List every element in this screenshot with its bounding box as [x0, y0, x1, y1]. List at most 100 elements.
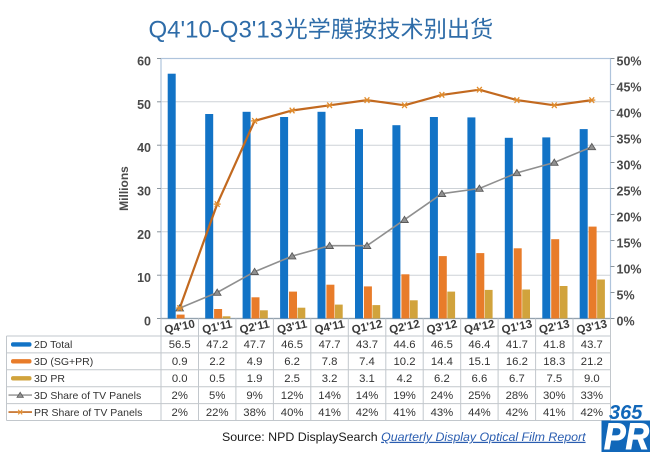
svg-text:0.0: 0.0 — [172, 373, 188, 385]
svg-text:15.1: 15.1 — [468, 356, 490, 368]
svg-text:15%: 15% — [617, 237, 642, 251]
svg-text:47.7: 47.7 — [319, 339, 341, 351]
svg-text:5%: 5% — [617, 289, 635, 303]
svg-text:0.9: 0.9 — [172, 356, 188, 368]
svg-text:PR: PR — [604, 416, 649, 452]
svg-text:50%: 50% — [617, 55, 642, 69]
svg-text:28%: 28% — [506, 390, 529, 402]
svg-text:43.7: 43.7 — [581, 339, 603, 351]
svg-text:41%: 41% — [318, 407, 341, 419]
svg-text:Q2'12: Q2'12 — [388, 318, 421, 336]
svg-text:5%: 5% — [209, 390, 225, 402]
svg-text:46.5: 46.5 — [431, 339, 453, 351]
svg-text:14%: 14% — [356, 390, 379, 402]
svg-text:10: 10 — [137, 271, 151, 285]
svg-text:47.2: 47.2 — [206, 339, 228, 351]
svg-text:44.6: 44.6 — [394, 339, 416, 351]
svg-text:1.9: 1.9 — [247, 373, 263, 385]
svg-text:41%: 41% — [543, 407, 566, 419]
svg-text:2.5: 2.5 — [284, 373, 300, 385]
svg-text:22%: 22% — [206, 407, 229, 419]
svg-text:60: 60 — [137, 55, 151, 69]
svg-text:3D PR: 3D PR — [34, 373, 65, 385]
svg-text:Q4'11: Q4'11 — [314, 318, 347, 336]
svg-text:40: 40 — [137, 141, 151, 155]
svg-text:Millions: Millions — [117, 166, 131, 211]
svg-text:3D Share of TV Panels: 3D Share of TV Panels — [34, 390, 141, 402]
svg-text:35%: 35% — [617, 133, 642, 147]
svg-text:10%: 10% — [617, 263, 642, 277]
svg-text:41%: 41% — [393, 407, 416, 419]
svg-text:365: 365 — [609, 402, 643, 424]
svg-text:14%: 14% — [318, 390, 341, 402]
svg-text:3D (SG+PR): 3D (SG+PR) — [34, 356, 93, 368]
svg-text:43.7: 43.7 — [356, 339, 378, 351]
svg-text:42%: 42% — [506, 407, 529, 419]
svg-text:16.2: 16.2 — [506, 356, 528, 368]
svg-text:42%: 42% — [356, 407, 379, 419]
svg-text:38%: 38% — [243, 407, 266, 419]
svg-text:7.8: 7.8 — [322, 356, 338, 368]
svg-text:10.2: 10.2 — [394, 356, 416, 368]
svg-text:9%: 9% — [246, 390, 262, 402]
svg-text:0.5: 0.5 — [209, 373, 225, 385]
svg-text:2D Total: 2D Total — [34, 339, 72, 351]
svg-text:45%: 45% — [617, 81, 642, 95]
svg-text:6.6: 6.6 — [472, 373, 488, 385]
svg-text:46.4: 46.4 — [468, 339, 490, 351]
svg-text:56.5: 56.5 — [169, 339, 191, 351]
svg-text:24%: 24% — [431, 390, 454, 402]
svg-text:3.2: 3.2 — [322, 373, 338, 385]
svg-text:6.2: 6.2 — [284, 356, 300, 368]
svg-text:6.7: 6.7 — [509, 373, 525, 385]
svg-text:46.5: 46.5 — [281, 339, 303, 351]
svg-text:20%: 20% — [617, 211, 642, 225]
svg-text:Q1'11: Q1'11 — [201, 318, 234, 336]
svg-text:Q3'13: Q3'13 — [576, 318, 609, 336]
svg-text:30%: 30% — [617, 159, 642, 173]
svg-text:4.9: 4.9 — [247, 356, 263, 368]
svg-text:14.4: 14.4 — [431, 356, 453, 368]
svg-text:Q1'13: Q1'13 — [501, 318, 534, 336]
svg-text:Q2'11: Q2'11 — [239, 318, 272, 336]
svg-text:9.0: 9.0 — [584, 373, 600, 385]
svg-text:50: 50 — [137, 98, 151, 112]
svg-text:Q4'12: Q4'12 — [463, 318, 496, 336]
svg-text:Q3'12: Q3'12 — [426, 318, 459, 336]
svg-text:4.2: 4.2 — [397, 373, 413, 385]
svg-text:43%: 43% — [431, 407, 454, 419]
svg-text:12%: 12% — [281, 390, 304, 402]
svg-text:0%: 0% — [617, 315, 635, 329]
svg-text:7.4: 7.4 — [359, 356, 375, 368]
svg-text:6.2: 6.2 — [434, 373, 450, 385]
svg-text:21.2: 21.2 — [581, 356, 603, 368]
svg-text:25%: 25% — [617, 185, 642, 199]
svg-text:47.7: 47.7 — [244, 339, 266, 351]
svg-text:40%: 40% — [617, 107, 642, 121]
svg-text:2%: 2% — [172, 390, 188, 402]
svg-text:Q4'10: Q4'10 — [163, 318, 196, 336]
svg-text:19%: 19% — [393, 390, 416, 402]
svg-text:30: 30 — [137, 185, 151, 199]
svg-text:Q1'12: Q1'12 — [351, 318, 384, 336]
svg-text:25%: 25% — [468, 390, 491, 402]
svg-text:Q3'11: Q3'11 — [276, 318, 309, 336]
svg-text:41.7: 41.7 — [506, 339, 528, 351]
svg-text:40%: 40% — [281, 407, 304, 419]
svg-text:Q4'10-Q3'13: Q4'10-Q3'13 — [149, 16, 284, 43]
svg-text:7.5: 7.5 — [546, 373, 562, 385]
svg-text:2.2: 2.2 — [209, 356, 225, 368]
svg-text:41.8: 41.8 — [543, 339, 565, 351]
svg-text:20: 20 — [137, 228, 151, 242]
svg-text:33%: 33% — [580, 390, 603, 402]
svg-text:30%: 30% — [543, 390, 566, 402]
svg-text:44%: 44% — [468, 407, 491, 419]
svg-text:Q2'13: Q2'13 — [538, 318, 571, 336]
svg-text:3.1: 3.1 — [359, 373, 375, 385]
svg-text:42%: 42% — [580, 407, 603, 419]
svg-text:2%: 2% — [172, 407, 188, 419]
svg-text:Source: NPD DisplaySearch Quar: Source: NPD DisplaySearch Quarterly Disp… — [222, 430, 586, 444]
svg-text:PR Share of TV Panels: PR Share of TV Panels — [34, 407, 142, 419]
svg-text:0: 0 — [144, 315, 151, 329]
svg-text:18.3: 18.3 — [543, 356, 565, 368]
